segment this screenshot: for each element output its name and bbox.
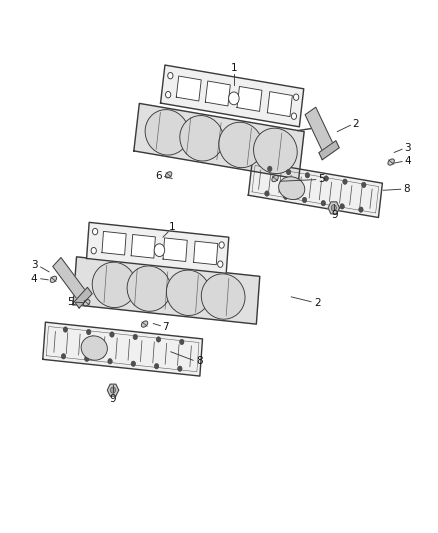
Circle shape <box>265 191 269 196</box>
Circle shape <box>85 356 89 361</box>
Polygon shape <box>131 235 155 258</box>
Circle shape <box>156 337 161 342</box>
Circle shape <box>291 113 297 119</box>
Ellipse shape <box>127 266 171 311</box>
Polygon shape <box>163 238 187 262</box>
Text: 5: 5 <box>67 297 74 307</box>
Polygon shape <box>87 222 229 273</box>
Circle shape <box>359 207 363 212</box>
Ellipse shape <box>272 175 278 182</box>
Polygon shape <box>102 231 126 255</box>
Circle shape <box>63 327 67 332</box>
Circle shape <box>180 340 184 345</box>
Ellipse shape <box>81 336 107 360</box>
Circle shape <box>362 182 366 188</box>
Polygon shape <box>328 202 339 214</box>
Polygon shape <box>73 257 260 324</box>
Ellipse shape <box>166 270 210 316</box>
Ellipse shape <box>84 300 90 306</box>
Polygon shape <box>237 86 262 111</box>
Polygon shape <box>205 81 230 106</box>
Text: 9: 9 <box>110 394 117 403</box>
Polygon shape <box>248 161 382 217</box>
Ellipse shape <box>388 159 394 165</box>
Circle shape <box>293 94 299 100</box>
Circle shape <box>166 92 171 98</box>
Circle shape <box>87 329 91 335</box>
Circle shape <box>331 205 336 211</box>
Text: 3: 3 <box>31 261 38 270</box>
Polygon shape <box>43 322 202 376</box>
Circle shape <box>178 366 182 372</box>
Circle shape <box>343 179 347 184</box>
Circle shape <box>168 72 173 79</box>
Polygon shape <box>107 384 119 396</box>
Text: 6: 6 <box>155 171 162 181</box>
Polygon shape <box>267 92 292 117</box>
Circle shape <box>283 194 288 199</box>
Text: 7: 7 <box>162 322 169 332</box>
Ellipse shape <box>50 276 57 282</box>
Ellipse shape <box>254 128 297 174</box>
Circle shape <box>154 244 165 256</box>
Polygon shape <box>74 287 92 308</box>
Polygon shape <box>53 257 87 302</box>
Circle shape <box>133 334 138 340</box>
Text: 8: 8 <box>403 184 410 194</box>
Circle shape <box>219 242 224 248</box>
Circle shape <box>131 361 135 366</box>
Circle shape <box>302 197 307 203</box>
Circle shape <box>324 176 328 181</box>
Ellipse shape <box>145 110 189 155</box>
Text: 1: 1 <box>168 222 175 231</box>
Polygon shape <box>161 65 304 127</box>
Circle shape <box>268 166 272 172</box>
Circle shape <box>92 228 98 235</box>
Circle shape <box>218 261 223 268</box>
Circle shape <box>61 353 66 359</box>
Circle shape <box>110 332 114 337</box>
Ellipse shape <box>92 262 136 308</box>
Circle shape <box>110 387 116 393</box>
Ellipse shape <box>201 274 245 319</box>
Circle shape <box>305 173 310 178</box>
Text: 4: 4 <box>31 274 38 284</box>
Text: 4: 4 <box>404 156 411 166</box>
Ellipse shape <box>180 116 223 161</box>
Polygon shape <box>176 76 201 101</box>
Circle shape <box>154 364 159 369</box>
Text: 1: 1 <box>231 63 238 73</box>
Text: 8: 8 <box>196 357 203 366</box>
Polygon shape <box>305 107 334 154</box>
Circle shape <box>108 359 112 364</box>
Circle shape <box>321 200 325 206</box>
Text: 5: 5 <box>318 174 325 184</box>
Ellipse shape <box>279 177 305 199</box>
Text: 9: 9 <box>332 210 339 220</box>
Text: 3: 3 <box>404 143 411 153</box>
Text: 2: 2 <box>352 119 359 128</box>
Circle shape <box>229 92 239 105</box>
Ellipse shape <box>141 321 148 327</box>
Circle shape <box>286 169 291 175</box>
Polygon shape <box>194 241 218 265</box>
Polygon shape <box>319 141 339 160</box>
Ellipse shape <box>166 172 172 178</box>
Ellipse shape <box>219 122 262 168</box>
Circle shape <box>91 247 96 254</box>
Text: 2: 2 <box>314 298 321 308</box>
Polygon shape <box>134 103 304 179</box>
Circle shape <box>340 204 344 209</box>
